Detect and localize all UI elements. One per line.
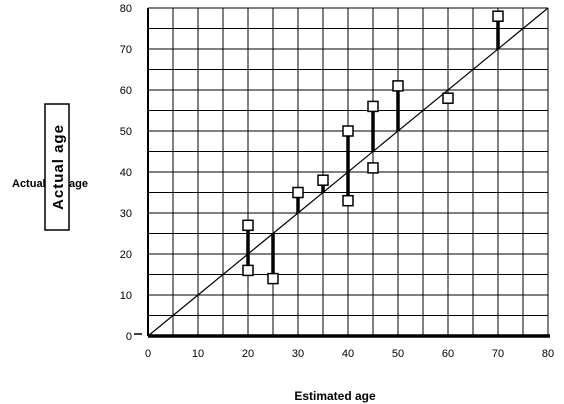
x-tick-label-30: 30 (292, 348, 304, 360)
data-point-5 (342, 125, 354, 137)
y-axis-title: Actual age (50, 124, 67, 210)
data-point-9 (392, 80, 404, 92)
data-point-10 (442, 92, 454, 104)
x-tick-label-50: 50 (392, 348, 404, 360)
x-tick-label-60: 60 (442, 348, 454, 360)
x-tick-label-10: 10 (192, 348, 204, 360)
y-tick-label-70: 70 (120, 44, 132, 56)
y-tick-label-30: 30 (120, 208, 132, 220)
y-tick-label-0: 0 (126, 331, 132, 343)
y-tick-label-80: 80 (120, 3, 132, 15)
data-point-1 (242, 264, 254, 277)
data-point-2 (267, 272, 279, 285)
data-point-0 (242, 219, 254, 232)
x-tick-label-20: 20 (242, 348, 254, 360)
data-point-7 (367, 100, 379, 113)
data-points (242, 10, 504, 285)
x-tick-label-40: 40 (342, 348, 354, 360)
data-point-11 (492, 10, 504, 22)
y-tick-label-60: 60 (120, 85, 132, 97)
x-tick-label-70: 70 (492, 348, 504, 360)
axes (134, 8, 550, 338)
y-tick-label-50: 50 (120, 126, 132, 138)
data-point-4 (317, 174, 329, 186)
x-axis-title: Estimated age (294, 389, 376, 403)
x-tick-label-80: 80 (542, 348, 554, 360)
y-tick-label-40: 40 (120, 167, 132, 179)
x-tick-label-0: 0 (145, 348, 151, 360)
y-axis-title-box (44, 103, 70, 231)
data-point-3 (292, 186, 304, 199)
y-tick-label-10: 10 (120, 290, 132, 302)
y-side-label-left: Actual (12, 178, 46, 190)
data-point-6 (342, 194, 354, 207)
tick-labels: 0 10 20 30 40 50 60 70 80 0 10 20 30 40 50 60 70 80 (120, 3, 554, 360)
data-point-8 (367, 162, 379, 174)
y-tick-label-20: 20 (120, 249, 132, 261)
y-side-label-right: age (69, 178, 88, 190)
